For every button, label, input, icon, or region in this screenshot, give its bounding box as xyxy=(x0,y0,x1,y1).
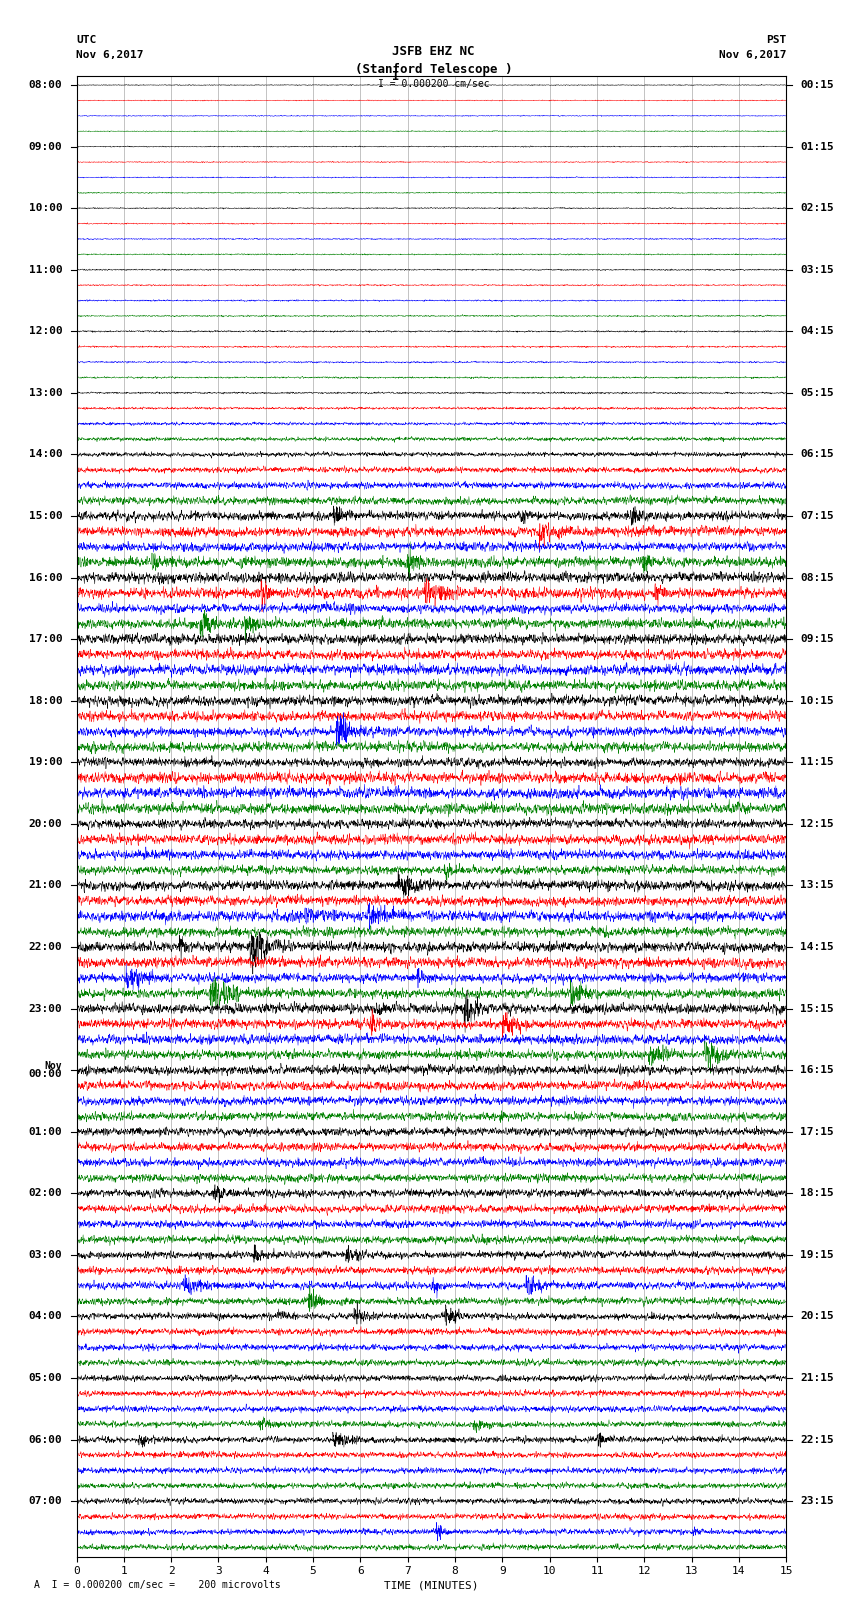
Text: 20:15: 20:15 xyxy=(801,1311,834,1321)
Text: UTC: UTC xyxy=(76,35,97,45)
Text: 17:00: 17:00 xyxy=(29,634,62,644)
Text: Nov 6,2017: Nov 6,2017 xyxy=(76,50,144,60)
Text: 11:15: 11:15 xyxy=(801,758,834,768)
Text: 10:00: 10:00 xyxy=(29,203,62,213)
Text: JSFB EHZ NC: JSFB EHZ NC xyxy=(392,45,475,58)
Text: 10:15: 10:15 xyxy=(801,695,834,706)
Text: 01:15: 01:15 xyxy=(801,142,834,152)
Text: 02:15: 02:15 xyxy=(801,203,834,213)
Text: 21:00: 21:00 xyxy=(29,881,62,890)
Text: 06:15: 06:15 xyxy=(801,450,834,460)
Text: 04:00: 04:00 xyxy=(29,1311,62,1321)
Text: 16:15: 16:15 xyxy=(801,1065,834,1076)
Text: 19:00: 19:00 xyxy=(29,758,62,768)
Text: 13:15: 13:15 xyxy=(801,881,834,890)
Text: 15:15: 15:15 xyxy=(801,1003,834,1013)
Text: 04:15: 04:15 xyxy=(801,326,834,337)
Text: PST: PST xyxy=(766,35,786,45)
Text: 05:15: 05:15 xyxy=(801,387,834,398)
Text: 16:00: 16:00 xyxy=(29,573,62,582)
Text: 20:00: 20:00 xyxy=(29,819,62,829)
Text: 12:00: 12:00 xyxy=(29,326,62,337)
Text: 21:15: 21:15 xyxy=(801,1373,834,1382)
Text: 08:00: 08:00 xyxy=(29,81,62,90)
Text: I: I xyxy=(393,69,400,84)
Text: 23:00: 23:00 xyxy=(29,1003,62,1013)
Text: 22:00: 22:00 xyxy=(29,942,62,952)
Text: 07:00: 07:00 xyxy=(29,1497,62,1507)
Text: 07:15: 07:15 xyxy=(801,511,834,521)
Text: 19:15: 19:15 xyxy=(801,1250,834,1260)
Text: 18:00: 18:00 xyxy=(29,695,62,706)
Text: (Stanford Telescope ): (Stanford Telescope ) xyxy=(354,63,513,76)
Text: 00:15: 00:15 xyxy=(801,81,834,90)
Text: 06:00: 06:00 xyxy=(29,1434,62,1445)
Text: 22:15: 22:15 xyxy=(801,1434,834,1445)
Text: 08:15: 08:15 xyxy=(801,573,834,582)
Text: Nov 6,2017: Nov 6,2017 xyxy=(719,50,786,60)
Text: 03:15: 03:15 xyxy=(801,265,834,274)
Text: 18:15: 18:15 xyxy=(801,1189,834,1198)
Text: 09:15: 09:15 xyxy=(801,634,834,644)
Text: 17:15: 17:15 xyxy=(801,1127,834,1137)
Text: 14:00: 14:00 xyxy=(29,450,62,460)
Text: 15:00: 15:00 xyxy=(29,511,62,521)
Text: 23:15: 23:15 xyxy=(801,1497,834,1507)
Text: 02:00: 02:00 xyxy=(29,1189,62,1198)
Text: 05:00: 05:00 xyxy=(29,1373,62,1382)
Text: 00:00: 00:00 xyxy=(29,1069,62,1079)
Text: A  I = 0.000200 cm/sec =    200 microvolts: A I = 0.000200 cm/sec = 200 microvolts xyxy=(34,1581,280,1590)
Text: 03:00: 03:00 xyxy=(29,1250,62,1260)
Text: 12:15: 12:15 xyxy=(801,819,834,829)
Text: 09:00: 09:00 xyxy=(29,142,62,152)
Text: Nov: Nov xyxy=(45,1061,62,1071)
Text: 13:00: 13:00 xyxy=(29,387,62,398)
Text: I = 0.000200 cm/sec: I = 0.000200 cm/sec xyxy=(377,79,490,89)
Text: 11:00: 11:00 xyxy=(29,265,62,274)
X-axis label: TIME (MINUTES): TIME (MINUTES) xyxy=(384,1581,479,1590)
Text: 01:00: 01:00 xyxy=(29,1127,62,1137)
Text: 14:15: 14:15 xyxy=(801,942,834,952)
